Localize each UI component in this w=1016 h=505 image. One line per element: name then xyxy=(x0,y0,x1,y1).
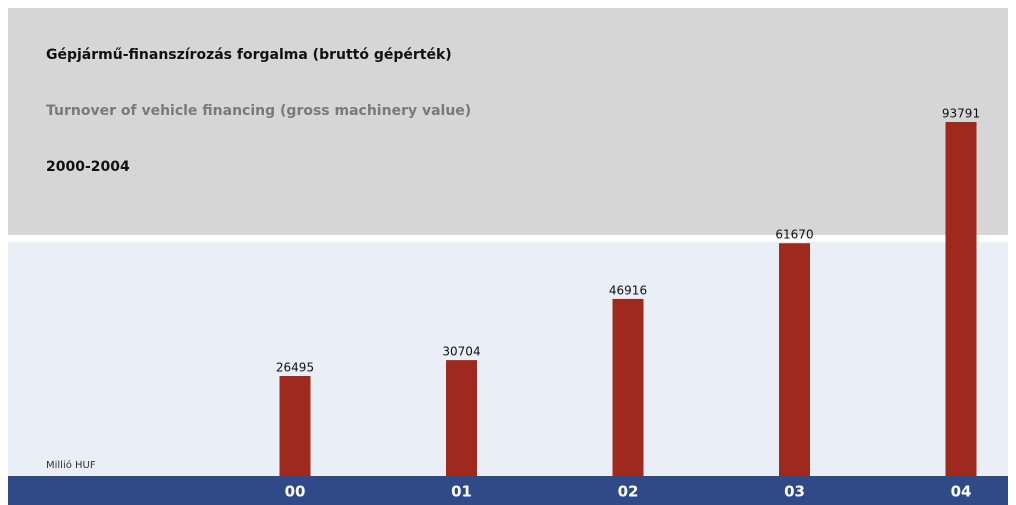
bar xyxy=(612,298,644,476)
bar xyxy=(279,375,311,476)
chart-subtitle: Turnover of vehicle financing (gross mac… xyxy=(46,103,471,119)
x-tick-label: 01 xyxy=(451,483,472,501)
x-tick-label: 03 xyxy=(784,483,805,501)
x-tick-label: 04 xyxy=(951,483,972,501)
axis-band xyxy=(8,476,1008,505)
unit-label: Millió HUF xyxy=(46,459,96,471)
bar xyxy=(446,360,477,476)
bar xyxy=(945,122,977,476)
plot-panel xyxy=(8,242,1008,476)
x-tick-label: 00 xyxy=(285,483,306,501)
value-label: 30704 xyxy=(442,345,480,359)
value-label: 93791 xyxy=(942,107,980,121)
chart-title: Gépjármű-finanszírozás forgalma (bruttó … xyxy=(46,47,452,63)
period: 2000-2004 xyxy=(46,159,130,175)
value-label: 61670 xyxy=(775,228,813,242)
bar xyxy=(779,243,810,476)
value-label: 46916 xyxy=(609,283,647,297)
x-tick-label: 02 xyxy=(618,483,639,501)
value-label: 26495 xyxy=(276,360,314,374)
header-panel xyxy=(8,8,1008,235)
